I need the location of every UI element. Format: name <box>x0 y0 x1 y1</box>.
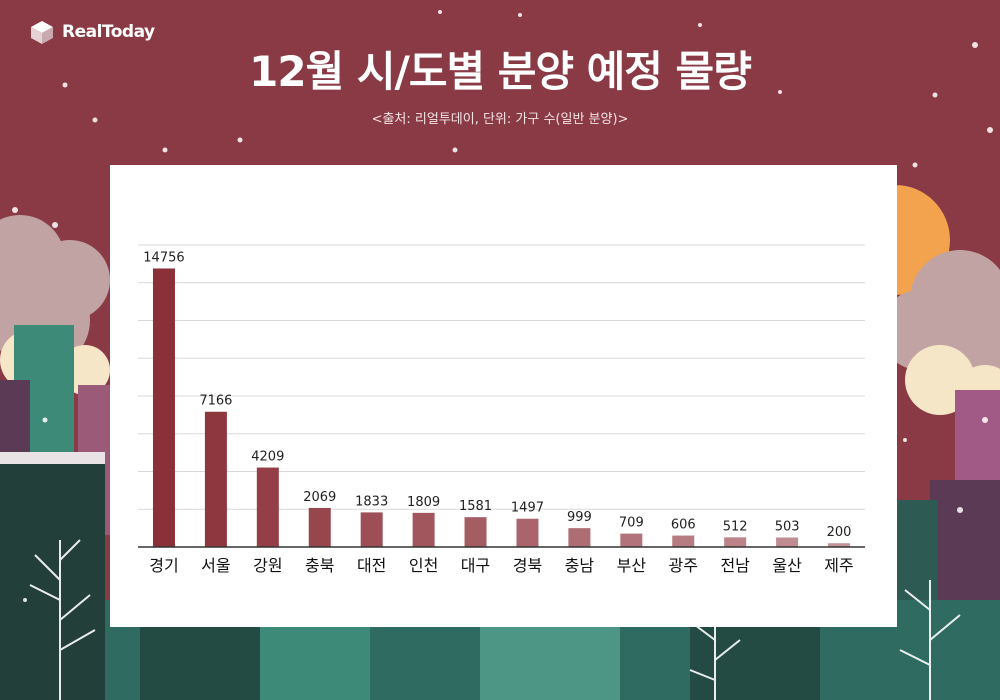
bars <box>152 268 851 547</box>
category-labels: 경기 서울 강원 충북 대전 인천 대구 경북 충남 부산 광주 전남 울산 제주 <box>149 556 854 575</box>
data-label: 503 <box>775 520 800 535</box>
category-label: 충북 <box>305 556 334 575</box>
data-label: 1833 <box>355 494 388 509</box>
data-label: 606 <box>671 518 696 533</box>
data-label: 512 <box>723 519 748 534</box>
bar-14 <box>828 543 851 547</box>
bar-13 <box>776 537 799 547</box>
data-label: 200 <box>827 525 852 540</box>
category-label: 대구 <box>461 556 490 575</box>
bar-11 <box>672 535 695 547</box>
brand-name: RealToday <box>62 22 155 42</box>
category-label: 대전 <box>357 556 386 575</box>
data-label: 1809 <box>407 495 440 510</box>
category-label: 충남 <box>565 556 595 575</box>
data-label: 1497 <box>511 501 544 516</box>
chart-title: 12월 시/도별 분양 예정 물량 <box>249 47 752 96</box>
bar-12 <box>724 537 747 547</box>
chart-panel: 14756 7166 4209 2069 1833 1809 1581 1497 999 709 6… <box>110 165 897 627</box>
bar-7 <box>464 517 487 547</box>
category-label: 제주 <box>824 556 853 575</box>
data-label: 4209 <box>251 450 284 465</box>
category-label: 강원 <box>253 556 282 575</box>
grid-lines <box>138 244 865 510</box>
bar-10 <box>620 533 643 547</box>
bar-3 <box>256 467 279 547</box>
bar-6 <box>412 512 435 547</box>
data-label: 14756 <box>143 250 184 265</box>
bar-5 <box>360 512 383 547</box>
data-label: 999 <box>567 510 592 525</box>
bar-2 <box>204 411 227 547</box>
bar-8 <box>516 518 539 547</box>
chart-source-note: <출처: 리얼투데이, 단위: 가구 수(일반 분양)> <box>371 112 629 127</box>
bar-1 <box>152 268 175 547</box>
category-label: 경기 <box>149 556 178 575</box>
category-label: 부산 <box>617 556 647 575</box>
category-label: 인천 <box>409 556 438 575</box>
cube-logo-icon <box>31 21 53 44</box>
category-label: 광주 <box>669 556 698 575</box>
bar-9 <box>568 528 591 547</box>
category-label: 경북 <box>513 556 542 575</box>
data-label: 7166 <box>199 394 232 409</box>
data-label: 1581 <box>459 499 492 514</box>
bar-4 <box>308 507 331 547</box>
brand-logo: RealToday <box>28 18 155 46</box>
category-label: 서울 <box>201 556 230 575</box>
data-labels: 14756 7166 4209 2069 1833 1809 1581 1497 999 709 6… <box>143 250 851 540</box>
data-label: 709 <box>619 516 644 531</box>
category-label: 울산 <box>772 556 802 575</box>
category-label: 전남 <box>720 556 750 575</box>
bar-chart: 14756 7166 4209 2069 1833 1809 1581 1497 999 709 6… <box>138 244 865 575</box>
data-label: 2069 <box>303 490 336 505</box>
